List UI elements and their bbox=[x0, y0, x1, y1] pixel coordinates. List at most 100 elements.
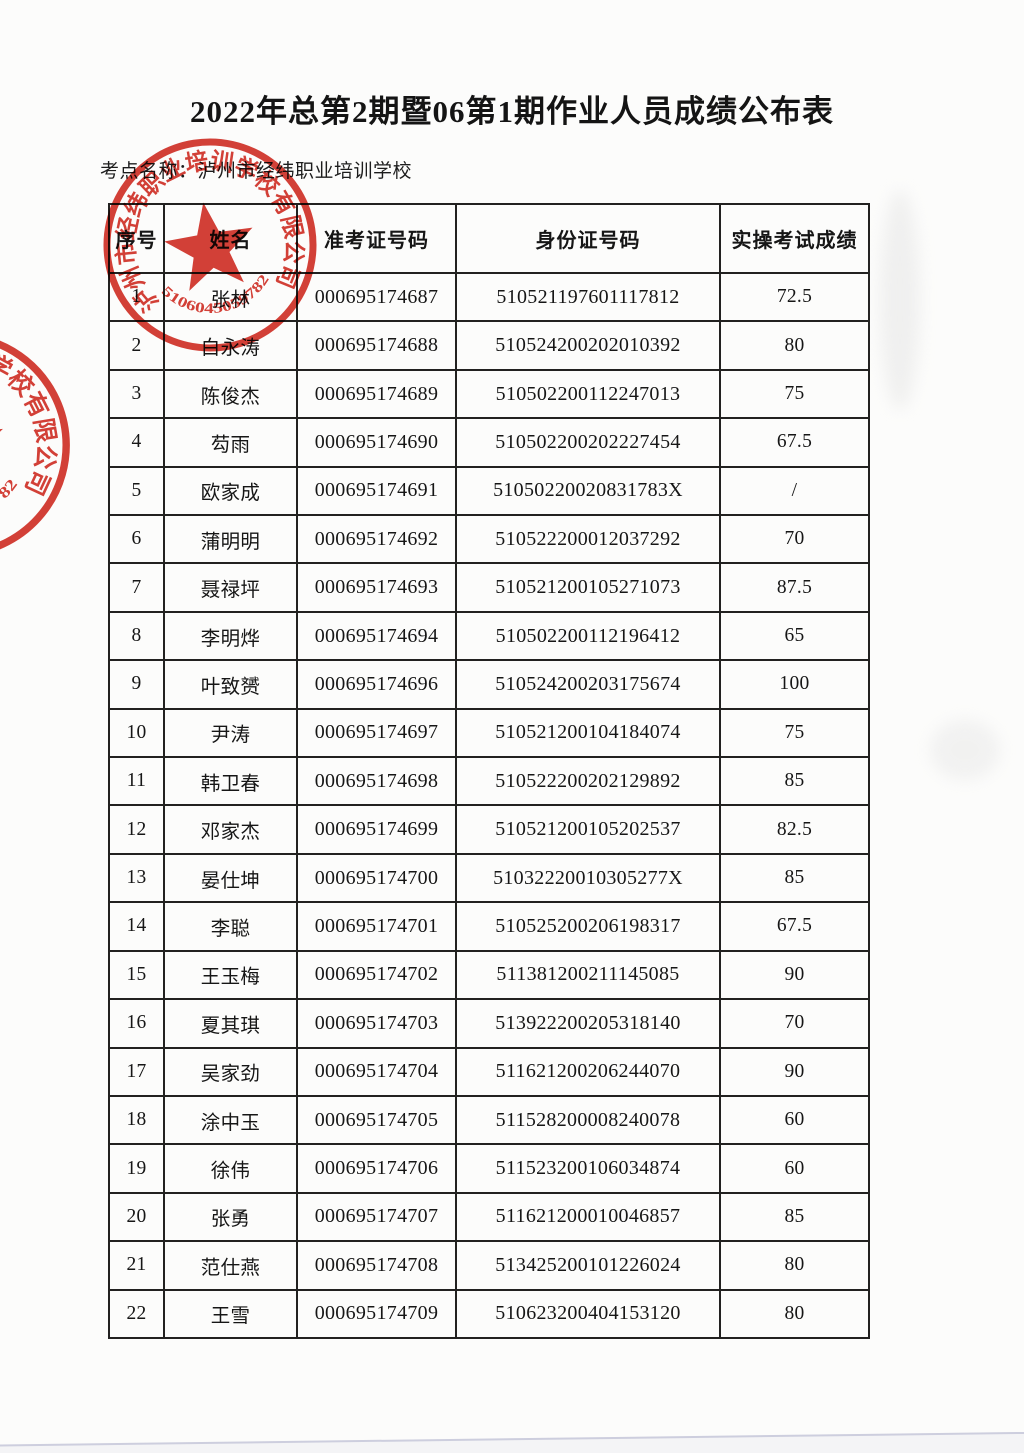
cell-ticket-number: 000695174691 bbox=[296, 465, 457, 517]
cell-ticket-number: 000695174705 bbox=[296, 1094, 457, 1146]
cell-name: 尹涛 bbox=[163, 707, 298, 759]
table-row: 6 蒲明明 000695174692 510522200012037292 70 bbox=[108, 514, 870, 565]
svg-text:泸州市经纬职业培训学校有限公司: 泸州市经纬职业培训学校有限公司 bbox=[0, 331, 66, 519]
cell-index: 22 bbox=[108, 1288, 165, 1340]
cell-ticket-number: 000695174693 bbox=[296, 562, 457, 613]
cell-index: 19 bbox=[108, 1143, 165, 1194]
table-row: 2 白永涛 000695174688 510524200202010392 80 bbox=[108, 320, 870, 371]
cell-name: 王雪 bbox=[163, 1288, 298, 1340]
table-row: 8 李明烨 000695174694 510502200112196412 65 bbox=[108, 610, 870, 662]
cell-name: 欧家成 bbox=[163, 465, 298, 517]
cell-name: 王玉梅 bbox=[163, 949, 298, 1001]
cell-ticket-number: 000695174692 bbox=[296, 514, 457, 565]
seal-company-text: 泸州市经纬职业培训学校有限公司 bbox=[0, 331, 66, 519]
cell-score: 80 bbox=[719, 320, 870, 371]
table-row: 7 聂禄坪 000695174693 510521200105271073 87.5 bbox=[108, 562, 870, 613]
scan-smudge bbox=[930, 720, 1000, 780]
cell-index: 15 bbox=[108, 949, 165, 1001]
cell-ticket-number: 000695174704 bbox=[296, 1046, 457, 1097]
cell-score: 60 bbox=[719, 1143, 870, 1194]
table-row: 15 王玉梅 000695174702 511381200211145085 90 bbox=[108, 949, 870, 1001]
cell-score: 75 bbox=[719, 707, 870, 759]
table-row: 20 张勇 000695174707 511621200010046857 85 bbox=[108, 1191, 870, 1243]
table-row: 4 芶雨 000695174690 510502200202227454 67.5 bbox=[108, 417, 870, 468]
cell-index: 18 bbox=[108, 1094, 165, 1146]
cell-name: 聂禄坪 bbox=[163, 562, 298, 613]
table-row: 17 吴家劲 000695174704 511621200206244070 90 bbox=[108, 1046, 870, 1097]
cell-index: 16 bbox=[108, 998, 165, 1049]
cell-id-number: 510521200104184074 bbox=[455, 707, 721, 759]
cell-id-number: 511621200010046857 bbox=[455, 1191, 721, 1243]
cell-name: 白永涛 bbox=[163, 320, 298, 371]
cell-name: 吴家劲 bbox=[163, 1046, 298, 1097]
cell-id-number: 513425200101226024 bbox=[455, 1240, 721, 1291]
cell-id-number: 510502200112196412 bbox=[455, 610, 721, 662]
table-row: 16 夏其琪 000695174703 513922200205318140 70 bbox=[108, 998, 870, 1049]
cell-id-number: 511621200206244070 bbox=[455, 1046, 721, 1097]
cell-score: 85 bbox=[719, 756, 870, 807]
seal-ring bbox=[0, 332, 70, 558]
table-row: 12 邓家杰 000695174699 510521200105202537 82.5 bbox=[108, 804, 870, 855]
cell-index: 4 bbox=[108, 417, 165, 468]
cell-score: 90 bbox=[719, 949, 870, 1001]
table-row: 22 王雪 000695174709 510623200404153120 80 bbox=[108, 1288, 870, 1340]
cell-id-number: 510521197601117812 bbox=[455, 271, 721, 323]
cell-index: 9 bbox=[108, 659, 165, 710]
cell-ticket-number: 000695174687 bbox=[296, 271, 457, 323]
cell-ticket-number: 000695174689 bbox=[296, 368, 457, 420]
cell-ticket-number: 000695174688 bbox=[296, 320, 457, 371]
cell-ticket-number: 000695174703 bbox=[296, 998, 457, 1049]
cell-score: 100 bbox=[719, 659, 870, 710]
cell-score: 70 bbox=[719, 998, 870, 1049]
table-row: 13 晏仕坤 000695174700 51032220010305277X 85 bbox=[108, 852, 870, 904]
cell-ticket-number: 000695174702 bbox=[296, 949, 457, 1001]
table-row: 10 尹涛 000695174697 510521200104184074 75 bbox=[108, 707, 870, 759]
header-id-number: 身份证号码 bbox=[455, 203, 721, 274]
cell-score: 82.5 bbox=[719, 804, 870, 855]
cell-id-number: 513922200205318140 bbox=[455, 998, 721, 1049]
cell-index: 2 bbox=[108, 320, 165, 371]
cell-name: 蒲明明 bbox=[163, 514, 298, 565]
seal-star-icon bbox=[0, 399, 3, 493]
cell-id-number: 51032220010305277X bbox=[455, 852, 721, 904]
seal-serial-number: 5106045059782 bbox=[0, 472, 24, 528]
cell-id-number: 511381200211145085 bbox=[455, 949, 721, 1001]
cell-score: 90 bbox=[719, 1046, 870, 1097]
cell-score: 85 bbox=[719, 852, 870, 904]
table-row: 9 叶致赟 000695174696 510524200203175674 100 bbox=[108, 659, 870, 710]
cell-score: 75 bbox=[719, 368, 870, 420]
cell-score: 72.5 bbox=[719, 271, 870, 323]
cell-index: 20 bbox=[108, 1191, 165, 1243]
cell-id-number: 510623200404153120 bbox=[455, 1288, 721, 1340]
scan-smudge bbox=[880, 190, 920, 410]
cell-id-number: 510521200105271073 bbox=[455, 562, 721, 613]
cell-index: 13 bbox=[108, 852, 165, 904]
cell-index: 12 bbox=[108, 804, 165, 855]
cell-ticket-number: 000695174696 bbox=[296, 659, 457, 710]
company-seal-stamp-partial: 泸州市经纬职业培训学校有限公司 5106045059782 bbox=[0, 331, 70, 558]
score-table-body: 1 张林 000695174687 510521197601117812 72.5 2 白永… bbox=[108, 271, 870, 1340]
cell-name: 涂中玉 bbox=[163, 1094, 298, 1146]
cell-name: 晏仕坤 bbox=[163, 852, 298, 904]
cell-index: 17 bbox=[108, 1046, 165, 1097]
cell-id-number: 511528200008240078 bbox=[455, 1094, 721, 1146]
cell-score: 65 bbox=[719, 610, 870, 662]
header-index: 序号 bbox=[108, 203, 165, 274]
cell-index: 11 bbox=[108, 756, 165, 807]
cell-index: 7 bbox=[108, 562, 165, 613]
cell-id-number: 510522200202129892 bbox=[455, 756, 721, 807]
cell-score: 80 bbox=[719, 1288, 870, 1340]
document-title: 2022年总第2期暨06第1期作业人员成绩公布表 bbox=[190, 94, 834, 129]
cell-id-number: 510502200112247013 bbox=[455, 368, 721, 420]
cell-name: 范仕燕 bbox=[163, 1240, 298, 1291]
cell-name: 韩卫春 bbox=[163, 756, 298, 807]
cell-id-number: 511523200106034874 bbox=[455, 1143, 721, 1194]
table-row: 3 陈俊杰 000695174689 510502200112247013 75 bbox=[108, 368, 870, 420]
header-name: 姓名 bbox=[163, 203, 298, 274]
cell-ticket-number: 000695174700 bbox=[296, 852, 457, 904]
cell-index: 14 bbox=[108, 901, 165, 952]
cell-score: 87.5 bbox=[719, 562, 870, 613]
cell-ticket-number: 000695174701 bbox=[296, 901, 457, 952]
cell-ticket-number: 000695174708 bbox=[296, 1240, 457, 1291]
cell-name: 陈俊杰 bbox=[163, 368, 298, 420]
